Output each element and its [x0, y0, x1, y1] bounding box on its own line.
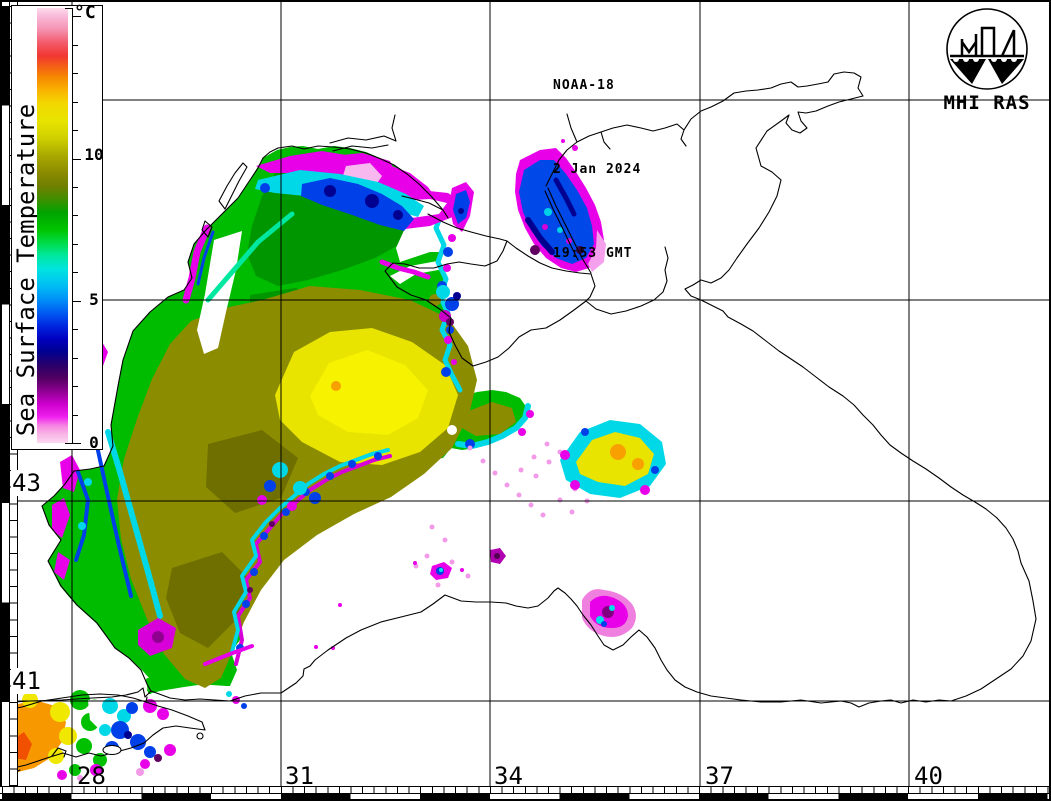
header-satellite: NOAA-18 — [553, 78, 615, 93]
sst-dot — [494, 553, 500, 559]
longitude-label-28: 28 — [77, 762, 106, 790]
sst-bosporus-specks — [226, 691, 247, 709]
coast-north — [277, 145, 508, 242]
colorbar-tick-label-0: 0 — [89, 433, 99, 452]
colorbar-bracket-top — [65, 8, 73, 9]
colorbar-tick — [73, 443, 81, 444]
coast-west — [41, 147, 279, 692]
sst-dot — [439, 568, 443, 572]
colorbar-tick-label-10: 10 — [84, 145, 104, 164]
sst-dot — [518, 428, 526, 436]
colorbar-tick — [73, 73, 78, 75]
colorbar-axis — [72, 8, 73, 444]
colorbar-tick — [73, 357, 78, 359]
sst-south-magenta — [203, 644, 254, 666]
sst-orange-spot — [331, 381, 341, 391]
coast-dnieper-estuary — [329, 114, 397, 152]
coast-dniester-lagoon — [201, 162, 248, 238]
sst-tendra-blue — [453, 190, 470, 224]
header-block: NOAA-18 2 Jan 2024 19:53 GMT — [553, 16, 641, 324]
colorbar-tick — [73, 101, 78, 103]
sst-dot — [78, 522, 86, 530]
sst-dot — [526, 410, 534, 418]
coast-marmara-island — [102, 744, 122, 756]
colorbar-tick-label-5: 5 — [89, 290, 99, 309]
sst-field — [4, 139, 666, 781]
sst-dot — [269, 521, 275, 527]
coast-caucasus — [684, 288, 1037, 703]
colorbar-tick — [73, 130, 78, 132]
sst-bulgarian-ribbons — [52, 455, 80, 580]
sst-dot — [247, 587, 253, 593]
grid-lines — [18, 2, 1049, 786]
colorbar-gradient — [37, 8, 68, 443]
colorbar-tick — [73, 158, 81, 160]
sst-romanian-blue — [196, 230, 215, 286]
colorbar-panel: Sea Surface Temperature 10 5 0 °C — [11, 2, 104, 452]
sst-romanian-ribbon — [182, 224, 211, 304]
frame-top — [0, 0, 1051, 2]
colorbar-tick — [73, 300, 81, 302]
sst-pale-speckles — [413, 441, 590, 588]
colorbar-tick — [73, 386, 78, 388]
colorbar-title: Sea Surface Temperature — [12, 103, 40, 437]
coast-crimea — [384, 240, 669, 367]
colorbar-bracket-bottom — [65, 443, 73, 444]
colorbar-tick — [73, 215, 78, 217]
frame-left — [0, 0, 2, 801]
sst-dot — [84, 478, 92, 486]
sst-bulgarian-blue — [74, 470, 90, 562]
latitude-label-41: 41 — [11, 667, 42, 695]
colorbar-tick — [73, 16, 81, 18]
sst-east-yellow-patch — [560, 420, 666, 498]
colorbar-tick — [73, 186, 78, 188]
colorbar-tick — [73, 414, 78, 416]
coast-anatolia — [150, 587, 914, 708]
coast-azov — [545, 71, 864, 290]
colorbar-tick — [73, 44, 78, 46]
colorbar-tick — [73, 329, 78, 331]
latitude-label-43: 43 — [11, 469, 42, 497]
sst-dot — [465, 439, 475, 449]
header-time: 19:53 GMT — [553, 246, 633, 261]
frame-right — [1049, 0, 1051, 801]
latitude-ruler-coarse — [2, 0, 10, 786]
sst-se-cyan-fringe — [230, 448, 390, 654]
sst-ne-cyan-fringe — [433, 209, 463, 393]
sst-westcoast-blue — [95, 444, 133, 598]
sst-sinop-blob — [582, 589, 636, 637]
mhi-ras-logo-icon — [946, 8, 1028, 90]
sst-tiny-magenta — [314, 561, 464, 650]
longitude-label-34: 34 — [494, 762, 523, 790]
coast-arabat-spit — [544, 187, 592, 274]
coast-islet — [196, 732, 204, 740]
sst-bright-yellow — [310, 350, 428, 435]
sst-dot — [458, 208, 464, 214]
longitude-label-40: 40 — [914, 762, 943, 790]
logo-caption: MHI RAS — [943, 92, 1031, 114]
sst-darkolive-2 — [206, 430, 298, 513]
colorbar-tick — [73, 272, 78, 274]
longitude-label-31: 31 — [285, 762, 314, 790]
colorbar-unit: °C — [74, 2, 96, 23]
header-date: 2 Jan 2024 — [553, 162, 642, 177]
longitude-label-37: 37 — [705, 762, 734, 790]
longitude-ruler-fine — [0, 786, 1051, 794]
colorbar-tick — [73, 243, 78, 245]
sst-lobe-olive — [462, 402, 516, 436]
coast-marmara — [0, 693, 206, 780]
sst-westcoast-cyan — [105, 429, 163, 619]
frame-bottom — [0, 799, 1051, 801]
sst-azov-patch — [515, 139, 606, 272]
sst-dot — [260, 183, 270, 193]
coastlines — [0, 71, 1037, 780]
longitude-ruler-coarse — [0, 794, 1051, 799]
sst-tarkhankut-ribbon — [379, 259, 431, 280]
sst-dot — [152, 631, 164, 643]
sst-navy-dots — [324, 185, 403, 220]
sst-darkolive — [166, 552, 248, 648]
